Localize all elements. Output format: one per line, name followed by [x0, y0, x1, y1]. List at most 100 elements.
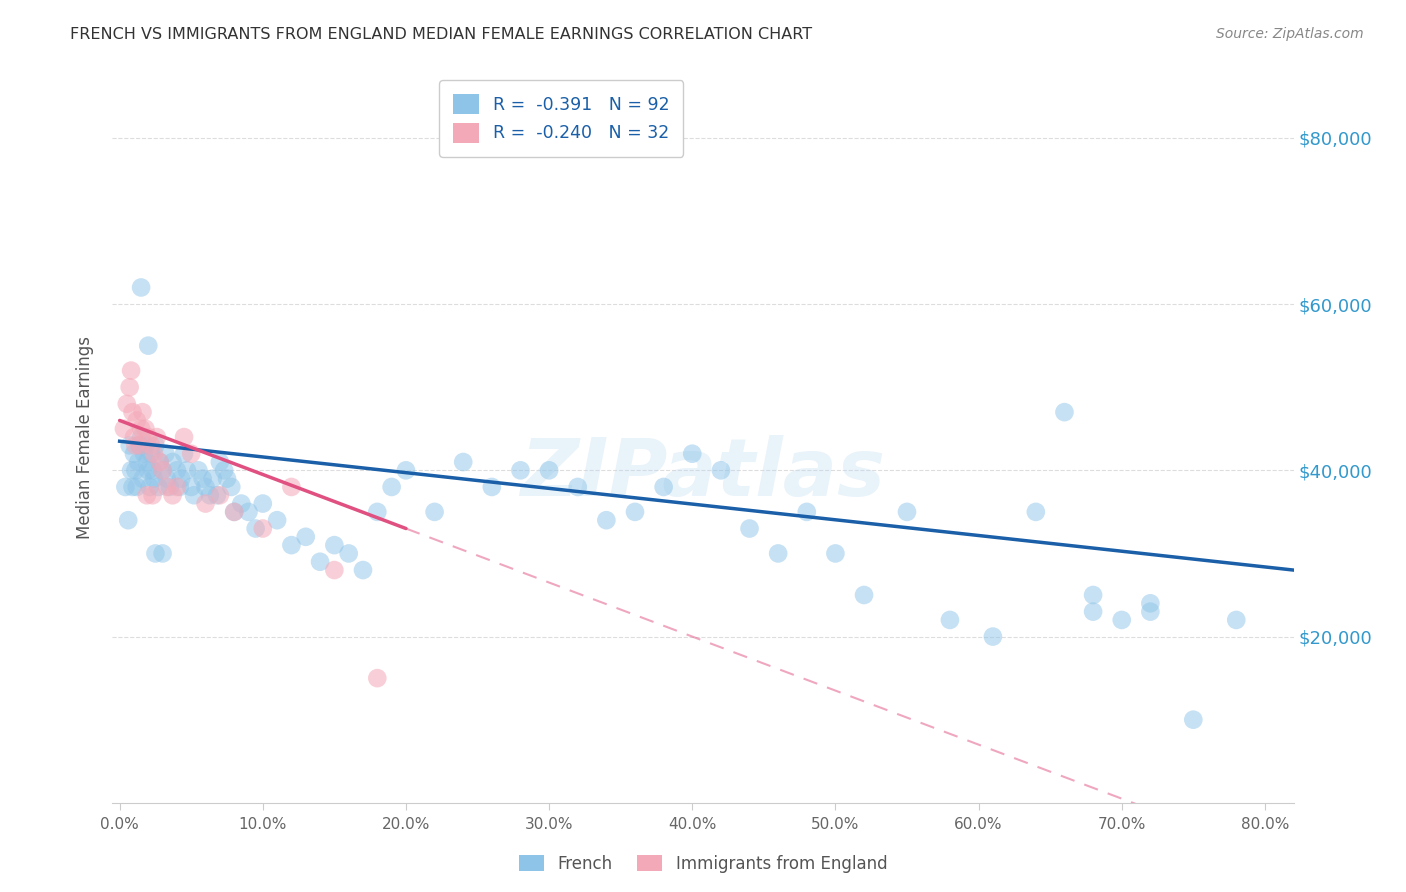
- Point: [245, 521, 267, 535]
- Point: [939, 613, 962, 627]
- Point: [132, 447, 155, 461]
- Point: [136, 430, 159, 444]
- Point: [136, 338, 159, 352]
- Point: [166, 463, 188, 477]
- Point: [1081, 588, 1104, 602]
- Point: [169, 480, 191, 494]
- Point: [152, 463, 174, 477]
- Point: [352, 563, 374, 577]
- Legend: French, Immigrants from England: French, Immigrants from England: [512, 848, 894, 880]
- Point: [1053, 405, 1076, 419]
- Point: [122, 430, 145, 444]
- Point: [624, 505, 647, 519]
- Point: [180, 447, 202, 461]
- Point: [118, 438, 141, 452]
- Point: [451, 455, 474, 469]
- Point: [238, 505, 260, 519]
- Point: [156, 480, 179, 494]
- Point: [323, 563, 346, 577]
- Point: [381, 480, 404, 494]
- Point: [122, 447, 145, 461]
- Text: Source: ZipAtlas.com: Source: ZipAtlas.com: [1216, 27, 1364, 41]
- Point: [117, 513, 139, 527]
- Point: [198, 488, 221, 502]
- Point: [1139, 605, 1161, 619]
- Point: [1111, 613, 1133, 627]
- Point: [143, 472, 166, 486]
- Point: [366, 671, 388, 685]
- Point: [152, 463, 174, 477]
- Point: [121, 480, 143, 494]
- Point: [149, 455, 172, 469]
- Point: [156, 472, 179, 486]
- Point: [129, 430, 152, 444]
- Point: [134, 422, 156, 436]
- Point: [252, 497, 274, 511]
- Point: [796, 505, 818, 519]
- Legend: R =  -0.391   N = 92, R =  -0.240   N = 32: R = -0.391 N = 92, R = -0.240 N = 32: [439, 80, 683, 157]
- Point: [212, 463, 235, 477]
- Point: [166, 480, 188, 494]
- Point: [538, 463, 561, 477]
- Point: [139, 447, 162, 461]
- Point: [1025, 505, 1047, 519]
- Point: [766, 546, 789, 560]
- Point: [337, 546, 360, 560]
- Point: [142, 488, 165, 502]
- Point: [180, 480, 202, 494]
- Point: [981, 630, 1004, 644]
- Point: [187, 463, 209, 477]
- Point: [159, 480, 181, 494]
- Y-axis label: Median Female Earnings: Median Female Earnings: [76, 335, 94, 539]
- Point: [142, 463, 165, 477]
- Point: [124, 438, 146, 452]
- Point: [128, 438, 150, 452]
- Point: [481, 480, 503, 494]
- Point: [149, 455, 172, 469]
- Point: [652, 480, 675, 494]
- Point: [853, 588, 876, 602]
- Point: [224, 505, 246, 519]
- Point: [170, 472, 193, 486]
- Point: [118, 380, 141, 394]
- Point: [127, 455, 149, 469]
- Point: [208, 488, 231, 502]
- Point: [173, 447, 195, 461]
- Point: [309, 555, 332, 569]
- Point: [125, 480, 148, 494]
- Point: [215, 472, 238, 486]
- Point: [155, 447, 177, 461]
- Point: [162, 455, 184, 469]
- Point: [131, 472, 153, 486]
- Point: [205, 488, 228, 502]
- Point: [208, 455, 231, 469]
- Point: [120, 463, 142, 477]
- Point: [252, 521, 274, 535]
- Point: [710, 463, 733, 477]
- Point: [294, 530, 316, 544]
- Point: [824, 546, 846, 560]
- Point: [1081, 605, 1104, 619]
- Point: [280, 480, 302, 494]
- Point: [201, 472, 224, 486]
- Point: [112, 422, 135, 436]
- Point: [135, 488, 157, 502]
- Point: [681, 447, 703, 461]
- Point: [221, 480, 243, 494]
- Point: [1139, 596, 1161, 610]
- Point: [143, 447, 166, 461]
- Point: [423, 505, 446, 519]
- Point: [567, 480, 589, 494]
- Point: [162, 488, 184, 502]
- Point: [128, 438, 150, 452]
- Point: [152, 546, 174, 560]
- Point: [145, 546, 167, 560]
- Point: [146, 430, 169, 444]
- Point: [139, 438, 162, 452]
- Point: [509, 463, 531, 477]
- Text: FRENCH VS IMMIGRANTS FROM ENGLAND MEDIAN FEMALE EARNINGS CORRELATION CHART: FRENCH VS IMMIGRANTS FROM ENGLAND MEDIAN…: [70, 27, 813, 42]
- Point: [115, 397, 138, 411]
- Point: [129, 422, 152, 436]
- Point: [896, 505, 918, 519]
- Point: [138, 480, 160, 494]
